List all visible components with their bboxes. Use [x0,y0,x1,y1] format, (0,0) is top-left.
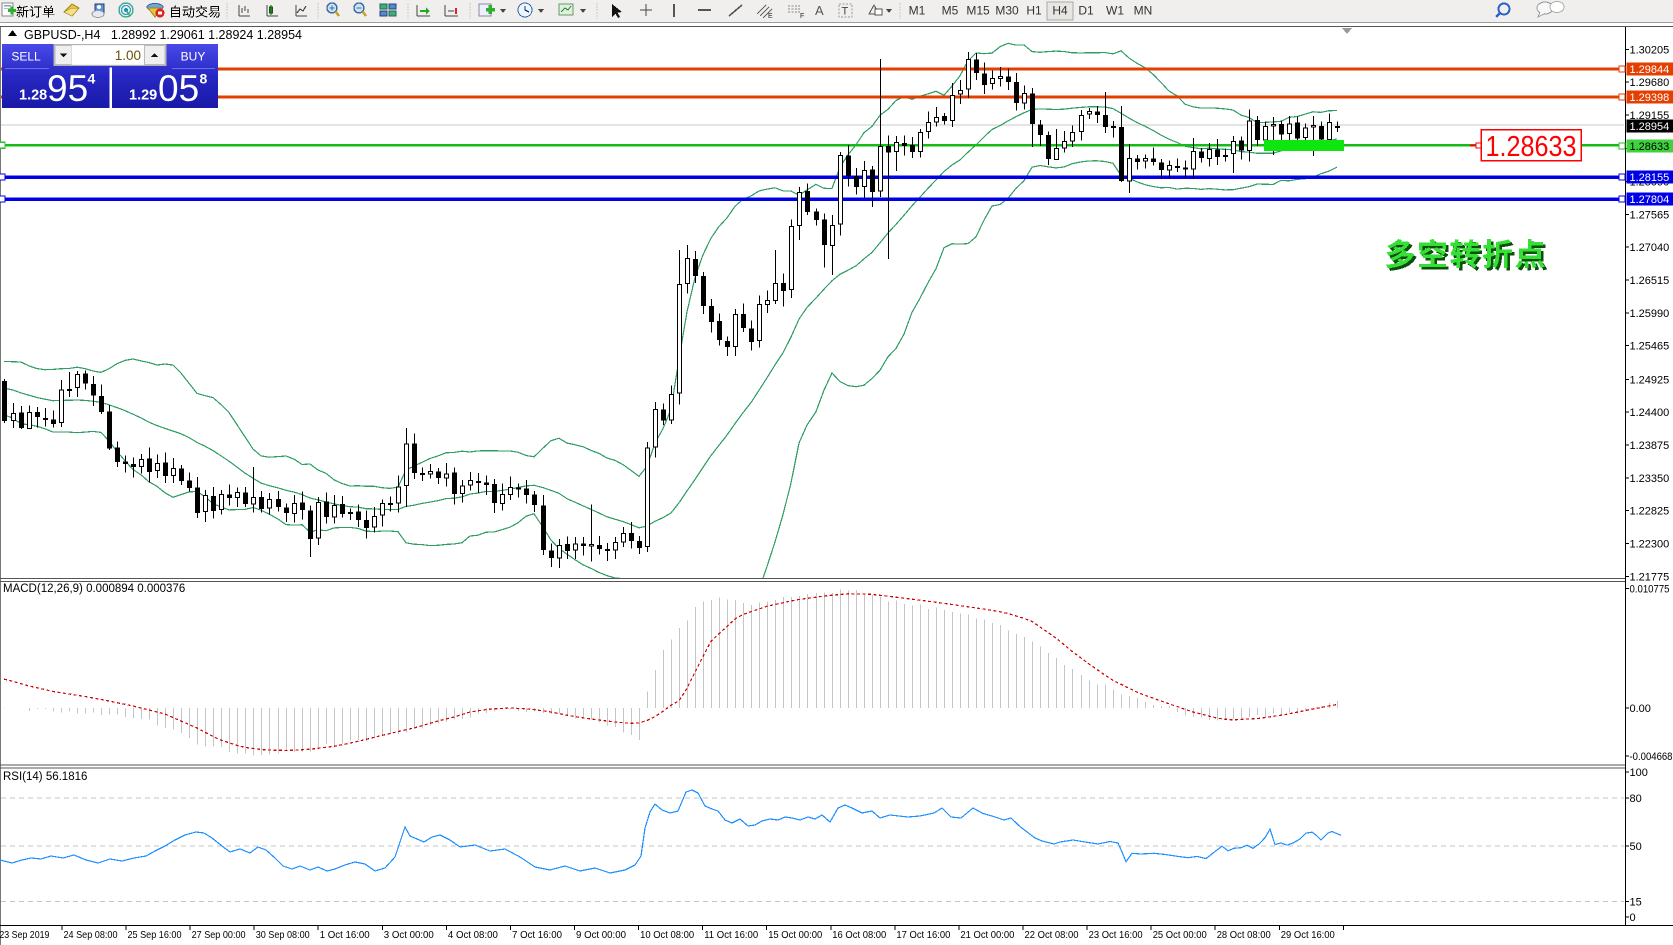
svg-text:22 Oct 08:00: 22 Oct 08:00 [1025,929,1079,941]
svg-text:H1: H1 [1026,4,1042,18]
svg-text:-0.004668: -0.004668 [1630,751,1673,763]
svg-text:1.22825: 1.22825 [1630,506,1670,518]
svg-text:0.00: 0.00 [1630,703,1651,715]
svg-text:8: 8 [200,71,208,87]
svg-text:50: 50 [1630,841,1642,853]
svg-text:1.29: 1.29 [129,88,157,104]
svg-text:1.23875: 1.23875 [1630,440,1670,452]
svg-text:1.28: 1.28 [19,88,47,104]
svg-text:23 Oct 16:00: 23 Oct 16:00 [1089,929,1143,941]
svg-text:1.27565: 1.27565 [1630,209,1670,221]
svg-text:21 Oct 00:00: 21 Oct 00:00 [960,929,1014,941]
svg-text:1.25465: 1.25465 [1630,341,1670,353]
svg-text:M1: M1 [909,4,926,18]
svg-text:1.30205: 1.30205 [1630,44,1670,56]
svg-text:1.27040: 1.27040 [1630,242,1670,254]
svg-text:GBPUSD-,H4 1.28992 1.29061 1: GBPUSD-,H4 1.28992 1.29061 1.28924 1.289… [24,28,302,42]
svg-text:10 Oct 08:00: 10 Oct 08:00 [640,929,694,941]
svg-text:1.29844: 1.29844 [1630,64,1670,76]
svg-text:E: E [768,13,773,20]
svg-text:1.27804: 1.27804 [1630,194,1670,206]
svg-text:RSI(14) 56.1816: RSI(14) 56.1816 [3,771,87,783]
svg-text:30 Sep 08:00: 30 Sep 08:00 [256,929,310,941]
svg-text:17 Oct 16:00: 17 Oct 16:00 [896,929,950,941]
svg-text:95: 95 [47,68,88,109]
svg-text:1.24925: 1.24925 [1630,374,1670,386]
svg-text:1.29155: 1.29155 [1630,110,1670,122]
svg-text:25 Oct 00:00: 25 Oct 00:00 [1153,929,1207,941]
svg-text:MACD(12,26,9) 0.000894 0.00037: MACD(12,26,9) 0.000894 0.000376 [3,583,185,595]
svg-text:1.29680: 1.29680 [1630,77,1670,89]
svg-text:T: T [842,6,849,18]
svg-text:A: A [815,3,824,18]
svg-text:1.28633: 1.28633 [1486,131,1577,163]
svg-text:BUY: BUY [181,50,206,64]
svg-text:16 Oct 08:00: 16 Oct 08:00 [832,929,886,941]
svg-text:M30: M30 [995,4,1019,18]
svg-text:25 Sep 16:00: 25 Sep 16:00 [128,929,182,941]
svg-text:SELL: SELL [11,50,41,64]
svg-text:H4: H4 [1052,4,1068,18]
svg-text:1.28633: 1.28633 [1630,141,1670,153]
svg-text:100: 100 [1630,767,1648,779]
svg-text:1.25990: 1.25990 [1630,308,1670,320]
svg-text:W1: W1 [1106,4,1124,18]
svg-text:23 Sep 2019: 23 Sep 2019 [0,929,50,941]
svg-text:9 Oct 00:00: 9 Oct 00:00 [576,929,626,941]
svg-text:F: F [800,13,804,20]
svg-text:24 Sep 08:00: 24 Sep 08:00 [64,929,118,941]
svg-text:15 Oct 00:00: 15 Oct 00:00 [768,929,822,941]
svg-text:1.29398: 1.29398 [1630,92,1670,104]
svg-text:1 Oct 16:00: 1 Oct 16:00 [320,929,370,941]
svg-text:27 Sep 00:00: 27 Sep 00:00 [192,929,246,941]
svg-text:3 Oct 00:00: 3 Oct 00:00 [384,929,434,941]
svg-text:1.24400: 1.24400 [1630,407,1670,419]
svg-text:28 Oct 08:00: 28 Oct 08:00 [1217,929,1271,941]
svg-text:4: 4 [88,71,96,87]
svg-text:7 Oct 16:00: 7 Oct 16:00 [512,929,562,941]
svg-text:M5: M5 [942,4,959,18]
svg-text:05: 05 [158,68,199,109]
svg-text:80: 80 [1630,793,1642,805]
svg-text:D1: D1 [1078,4,1094,18]
svg-text:29 Oct 16:00: 29 Oct 16:00 [1281,929,1335,941]
svg-text:15: 15 [1630,896,1642,908]
svg-text:1.23350: 1.23350 [1630,473,1670,485]
svg-text:MN: MN [1134,4,1153,18]
svg-text:0.010775: 0.010775 [1630,584,1670,596]
svg-text:1.26515: 1.26515 [1630,275,1670,287]
svg-text:1.21775: 1.21775 [1630,571,1670,583]
svg-text:1.28155: 1.28155 [1630,172,1670,184]
svg-text:4 Oct 08:00: 4 Oct 08:00 [448,929,498,941]
svg-text:1.22300: 1.22300 [1630,538,1670,550]
svg-text:11 Oct 16:00: 11 Oct 16:00 [704,929,758,941]
svg-text:1.00: 1.00 [115,48,141,63]
svg-text:0: 0 [1630,912,1636,924]
svg-text:1.28954: 1.28954 [1630,121,1670,133]
svg-text:M15: M15 [966,4,990,18]
